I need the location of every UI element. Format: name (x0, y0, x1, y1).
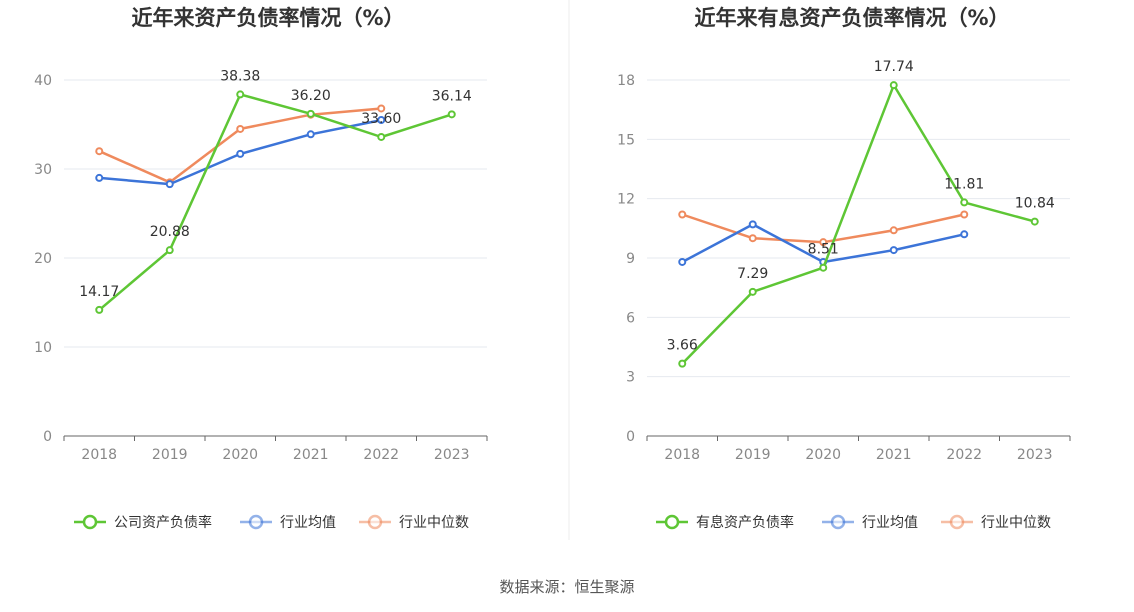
series-line-1 (98, 93, 453, 311)
y-tick-label: 6 (626, 310, 635, 326)
data-point (306, 130, 315, 139)
data-point (236, 90, 245, 99)
data-point (960, 230, 969, 239)
chart-panel-2: 近年来有息资产负债率情况（%） 0 3 6 9 12 15 18 2018 2019 2020 202… (617, 6, 1071, 531)
data-point (678, 359, 687, 368)
data-point (678, 210, 687, 219)
data-point (819, 238, 828, 247)
x-tick-label: 2022 (363, 447, 399, 463)
y-tick-label: 10 (34, 340, 52, 356)
data-point (447, 110, 456, 119)
x-tick-label: 2018 (664, 447, 700, 463)
legend-item-3: 行业中位数 (941, 514, 1051, 531)
data-point (95, 305, 104, 314)
legend-marker (664, 514, 680, 530)
x-tick-label: 2021 (876, 447, 912, 463)
data-point (236, 124, 245, 133)
data-point (819, 263, 828, 272)
data-point (95, 173, 104, 182)
legend-marker (830, 514, 846, 530)
data-point (748, 287, 757, 296)
x-tick-label: 2021 (293, 447, 329, 463)
series-line-3 (98, 107, 382, 184)
legend-label: 行业均值 (862, 515, 918, 531)
data-label: 36.20 (291, 88, 331, 104)
data-point (889, 81, 898, 90)
y-tick-label: 12 (617, 192, 635, 208)
y-tick-label: 3 (626, 370, 635, 386)
y-tick-label: 20 (34, 251, 52, 267)
y-tick-label: 40 (34, 73, 52, 89)
data-label: 36.14 (432, 88, 472, 104)
data-point (678, 257, 687, 266)
data-point (306, 109, 315, 118)
y-tick-label: 0 (626, 429, 635, 445)
x-tick-label: 2019 (152, 447, 188, 463)
data-label: 10.84 (1015, 196, 1055, 212)
legend-label: 公司资产负债率 (114, 514, 212, 531)
data-point (1030, 217, 1039, 226)
data-point (95, 147, 104, 156)
y-tick-label: 30 (34, 162, 52, 178)
data-point (165, 246, 174, 255)
data-point (960, 210, 969, 219)
data-point (165, 180, 174, 189)
x-tick-label: 2023 (434, 447, 470, 463)
y-tick-label: 9 (626, 251, 635, 267)
data-label: 8.51 (808, 242, 839, 258)
x-tick-label: 2023 (1017, 447, 1053, 463)
y-tick-label: 0 (43, 429, 52, 445)
x-tick-label: 2018 (81, 447, 117, 463)
data-label: 7.29 (737, 266, 768, 282)
x-tick-label: 2020 (222, 447, 258, 463)
legend-marker (248, 514, 264, 530)
data-point (377, 132, 386, 141)
legend-label: 行业中位数 (981, 515, 1051, 531)
x-tick-label: 2020 (805, 447, 841, 463)
data-label: 33.60 (361, 111, 401, 127)
x-tick-label: 2022 (946, 447, 982, 463)
y-tick-label: 15 (617, 132, 635, 148)
chart-title: 近年来资产负债率情况（%） (131, 6, 404, 30)
legend-item-1: 有息资产负债率 (656, 514, 794, 531)
data-point (748, 234, 757, 243)
data-label: 20.88 (150, 224, 190, 240)
data-label: 11.81 (944, 176, 984, 192)
source-text: 数据来源：恒生聚源 (499, 578, 634, 596)
chart-panel-1: 近年来资产负债率情况（%） 0 10 20 30 40 2018 2019 2020 2021 20… (34, 6, 488, 531)
legend-marker (949, 514, 965, 530)
legend-item-3: 行业中位数 (359, 514, 469, 531)
legend-label: 有息资产负债率 (696, 514, 794, 531)
legend-item-1: 公司资产负债率 (74, 514, 212, 531)
data-label: 38.38 (220, 68, 260, 84)
data-point (889, 246, 898, 255)
data-point (889, 226, 898, 235)
data-label: 3.66 (667, 338, 698, 354)
x-tick-label: 2019 (735, 447, 771, 463)
y-tick-label: 18 (617, 73, 635, 89)
data-point (236, 149, 245, 158)
data-point (377, 104, 386, 113)
data-point (377, 116, 386, 125)
legend-marker (82, 514, 98, 530)
legend-label: 行业中位数 (399, 515, 469, 531)
legend-label: 行业均值 (280, 515, 336, 531)
chart-title: 近年来有息资产负债率情况（%） (694, 6, 1009, 30)
data-label: 14.17 (79, 284, 119, 300)
data-point (748, 220, 757, 229)
data-point (960, 198, 969, 207)
legend-marker (367, 514, 383, 530)
legend-item-2: 行业均值 (822, 514, 918, 531)
legend-item-2: 行业均值 (240, 514, 336, 531)
series-line-1 (681, 83, 1036, 365)
data-label: 17.74 (874, 59, 914, 75)
